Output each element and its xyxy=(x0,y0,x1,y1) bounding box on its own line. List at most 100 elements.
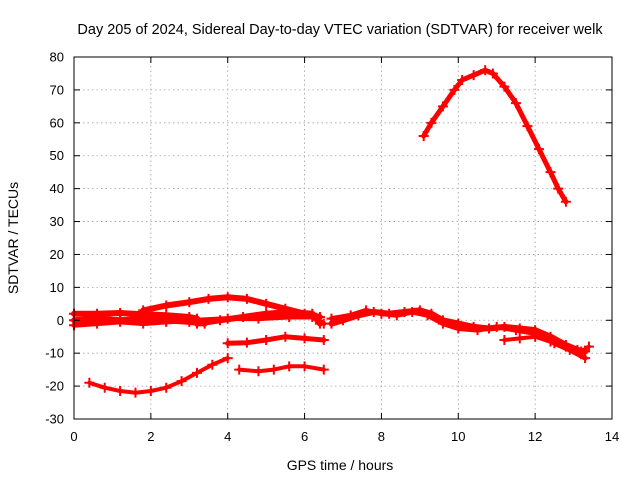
data-series xyxy=(69,65,594,398)
grid-lines xyxy=(74,57,612,419)
series-point xyxy=(487,68,498,79)
series-point xyxy=(583,341,594,352)
series-point xyxy=(560,341,571,352)
series-point xyxy=(268,364,279,375)
series-point xyxy=(207,359,218,370)
series-arc-mid-low xyxy=(237,364,326,374)
series-point xyxy=(238,311,249,322)
series-point xyxy=(530,331,541,342)
series-point xyxy=(222,353,233,364)
series-point xyxy=(84,377,95,388)
series-point xyxy=(522,121,533,132)
y-axis-label: SDTVAR / TECUs xyxy=(5,182,21,294)
x-tick-label: 2 xyxy=(147,429,154,444)
y-tick-label: -20 xyxy=(45,379,64,394)
series-point xyxy=(222,292,233,303)
series-point xyxy=(299,333,310,344)
series-point xyxy=(326,313,337,324)
series-point xyxy=(299,361,310,372)
series-point xyxy=(437,101,448,112)
series-arc-low xyxy=(87,356,230,395)
series-arc-high xyxy=(421,67,569,205)
series-point xyxy=(284,361,295,372)
series-point xyxy=(241,293,252,304)
plot-frame xyxy=(73,56,613,420)
axis-ticks: 0 2 4 6 8 10 12 14 -30 -20 -10 0 10 20 30 40 50 60 70 80 xyxy=(45,50,619,445)
series-point xyxy=(545,167,556,178)
series-point xyxy=(499,335,510,346)
y-tick-label: -10 xyxy=(45,346,64,361)
y-tick-label: 0 xyxy=(57,313,64,328)
series-point xyxy=(407,307,418,318)
series-point xyxy=(130,387,141,398)
series-point xyxy=(318,335,329,346)
series-point xyxy=(391,310,402,321)
series-point xyxy=(553,183,564,194)
series-point xyxy=(514,333,525,344)
series-point xyxy=(115,386,126,397)
series-point xyxy=(161,382,172,393)
x-axis-label: GPS time / hours xyxy=(287,457,394,473)
series-point xyxy=(261,308,272,319)
y-tick-label: 70 xyxy=(50,82,64,97)
series-point xyxy=(545,336,556,347)
series-point xyxy=(145,386,156,397)
series-point xyxy=(307,308,318,319)
series-point xyxy=(480,65,491,76)
series-point xyxy=(422,310,433,321)
series-point xyxy=(115,316,126,327)
series-point xyxy=(138,318,149,329)
series-point xyxy=(491,321,502,332)
series-point xyxy=(261,298,272,309)
series-point xyxy=(510,98,521,109)
y-tick-label: 30 xyxy=(50,214,64,229)
series-point xyxy=(92,318,103,329)
series-point xyxy=(472,325,483,336)
y-tick-label: 60 xyxy=(50,115,64,130)
y-tick-label: 50 xyxy=(50,148,64,163)
series-point xyxy=(203,293,214,304)
series-point xyxy=(361,305,372,316)
y-tick-label: 80 xyxy=(50,50,64,65)
series-point xyxy=(161,300,172,311)
series-point xyxy=(234,364,245,375)
x-tick-label: 6 xyxy=(301,429,308,444)
series-point xyxy=(510,325,521,336)
series-point xyxy=(318,364,329,375)
x-tick-label: 0 xyxy=(70,429,77,444)
y-tick-label: 10 xyxy=(50,280,64,295)
series-point xyxy=(184,297,195,308)
series-point xyxy=(533,144,544,155)
y-tick-label: 40 xyxy=(50,181,64,196)
series-point xyxy=(191,367,202,378)
y-tick-label: 20 xyxy=(50,247,64,262)
series-point xyxy=(418,130,429,141)
series-point xyxy=(161,316,172,327)
x-tick-label: 4 xyxy=(224,429,231,444)
series-point xyxy=(253,366,264,377)
series-point xyxy=(176,376,187,387)
series-point xyxy=(284,307,295,318)
series-point xyxy=(449,84,460,95)
series-point xyxy=(453,323,464,334)
y-tick-label: -30 xyxy=(45,412,64,427)
series-point xyxy=(580,353,591,364)
series-point xyxy=(280,331,291,342)
series-point xyxy=(215,315,226,326)
x-tick-label: 14 xyxy=(605,429,619,444)
series-point xyxy=(468,70,479,81)
series-point xyxy=(345,310,356,321)
x-tick-label: 8 xyxy=(378,429,385,444)
series-point xyxy=(576,346,587,357)
x-tick-label: 10 xyxy=(451,429,465,444)
series-point xyxy=(426,117,437,128)
series-point xyxy=(99,382,110,393)
series-point xyxy=(457,75,468,86)
series-point xyxy=(241,337,252,348)
series-point xyxy=(261,335,272,346)
chart-title: Day 205 of 2024, Sidereal Day-to-day VTE… xyxy=(77,22,603,38)
series-point xyxy=(222,338,233,349)
x-tick-label: 12 xyxy=(528,429,542,444)
series-point xyxy=(191,318,202,329)
